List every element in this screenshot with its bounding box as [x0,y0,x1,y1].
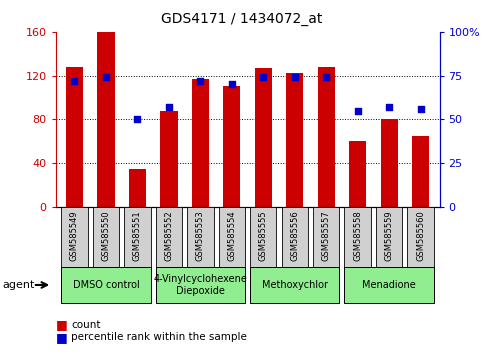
Text: agent: agent [2,280,35,290]
Text: GSM585553: GSM585553 [196,210,205,261]
Bar [129,169,146,207]
FancyBboxPatch shape [124,207,151,267]
FancyBboxPatch shape [61,267,151,303]
Text: GSM585550: GSM585550 [101,210,111,261]
Text: DMSO control: DMSO control [72,280,139,290]
Text: GSM585558: GSM585558 [353,210,362,261]
Text: GSM585560: GSM585560 [416,210,425,261]
Bar [317,67,335,207]
Text: GSM585552: GSM585552 [164,210,173,261]
FancyBboxPatch shape [250,207,276,267]
Bar [286,74,303,207]
Point [385,104,393,110]
FancyBboxPatch shape [156,267,245,303]
FancyBboxPatch shape [219,207,245,267]
Point [228,81,236,87]
Point [417,106,425,112]
Text: ■: ■ [56,331,67,344]
Point [165,104,173,110]
FancyBboxPatch shape [376,207,402,267]
Text: GSM585549: GSM585549 [70,210,79,261]
Bar [223,86,241,207]
FancyBboxPatch shape [61,207,87,267]
Text: GSM585555: GSM585555 [259,210,268,261]
Bar [97,32,114,207]
Text: GDS4171 / 1434072_at: GDS4171 / 1434072_at [161,12,322,27]
Point [322,75,330,80]
FancyBboxPatch shape [344,267,434,303]
Text: 4-Vinylcyclohexene
Diepoxide: 4-Vinylcyclohexene Diepoxide [154,274,247,296]
Point [291,75,298,80]
Text: GSM585554: GSM585554 [227,210,236,261]
Bar [160,111,178,207]
Point [133,117,141,122]
FancyBboxPatch shape [344,207,371,267]
Point [354,108,362,114]
Text: GSM585557: GSM585557 [322,210,331,261]
Bar [412,136,429,207]
Text: Methoxychlor: Methoxychlor [262,280,328,290]
Bar [349,141,366,207]
Point [102,75,110,80]
Bar [66,67,83,207]
FancyBboxPatch shape [93,207,119,267]
Bar [192,79,209,207]
FancyBboxPatch shape [250,267,340,303]
Point [259,75,267,80]
Point [71,78,78,84]
FancyBboxPatch shape [187,207,213,267]
Bar [381,120,398,207]
Bar [255,68,272,207]
FancyBboxPatch shape [408,207,434,267]
Text: count: count [71,320,101,330]
FancyBboxPatch shape [313,207,340,267]
Point [197,78,204,84]
Text: GSM585551: GSM585551 [133,210,142,261]
Text: GSM585559: GSM585559 [384,210,394,261]
FancyBboxPatch shape [282,207,308,267]
Text: percentile rank within the sample: percentile rank within the sample [71,332,247,342]
Text: GSM585556: GSM585556 [290,210,299,261]
FancyBboxPatch shape [156,207,182,267]
Text: Menadione: Menadione [362,280,416,290]
Text: ■: ■ [56,318,67,331]
